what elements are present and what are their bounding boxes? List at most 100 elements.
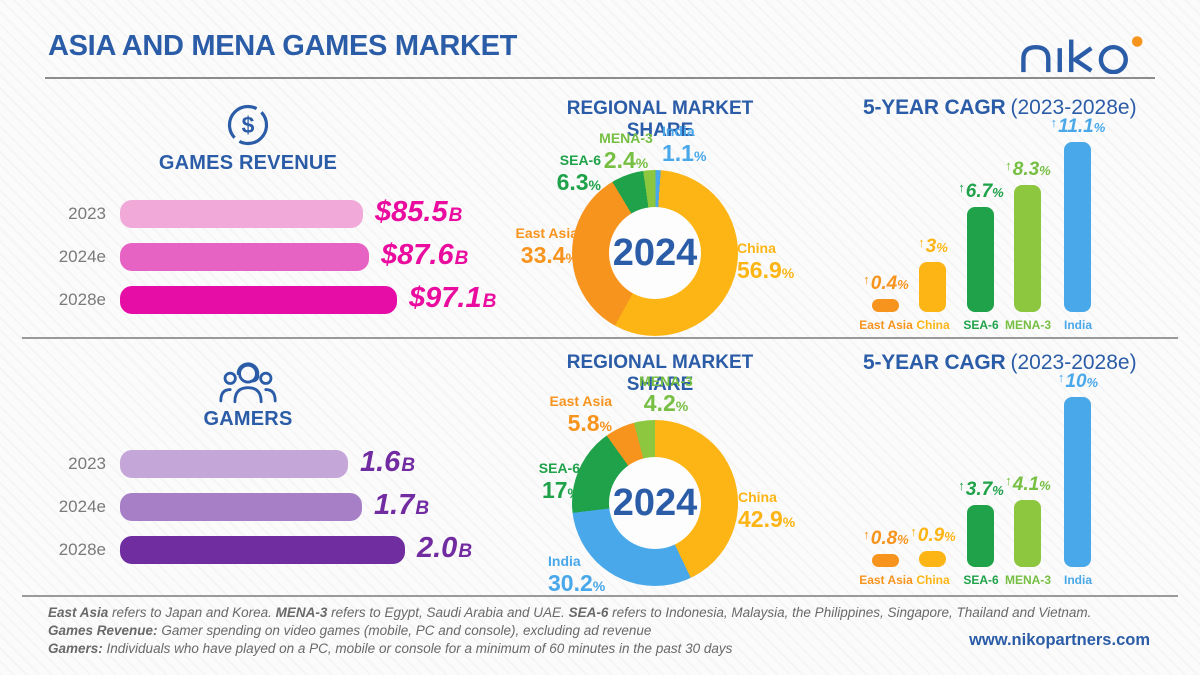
up-arrow-icon: ↑: [1057, 370, 1065, 385]
slice-name: China: [738, 489, 777, 505]
year-label: 2023: [68, 204, 106, 223]
footnote-text: Gamer spending on video games (mobile, P…: [157, 623, 652, 638]
revenue-bar-2023: [120, 200, 363, 228]
slice-name: China: [737, 240, 776, 256]
cagr-bar-india: [1064, 397, 1091, 567]
footnote-term: East Asia: [48, 605, 109, 620]
percent-sign: %: [1093, 120, 1106, 135]
gamers-bar-2024e: [120, 493, 362, 521]
percent-sign: %: [588, 176, 601, 193]
value-number: 1.7: [374, 489, 415, 521]
percent-sign: %: [781, 264, 795, 281]
percent-sign: %: [944, 529, 956, 544]
revenue-value-2023: $85.5B: [375, 198, 462, 230]
cagr-bar-sea6: [967, 505, 994, 567]
cagr-axis-mena3: MENA-3: [1004, 318, 1052, 332]
percent-sign: %: [675, 397, 689, 414]
up-arrow-icon: ↑: [918, 235, 925, 250]
revenue-bar-2024e: [120, 243, 369, 271]
slice-value: 6.3: [556, 168, 589, 195]
year-label: 2028e: [58, 540, 106, 559]
share1-label-india: India 1.1%: [662, 124, 710, 165]
gamers-row-2023: 2023 1.6B: [28, 448, 415, 480]
up-arrow-icon: ↑: [1005, 473, 1012, 488]
percent-sign: %: [782, 513, 796, 530]
share2-label-east-asia: East Asia 5.8%: [548, 394, 612, 435]
revenue-share-donut: [572, 170, 738, 336]
slice-value: 42.9: [738, 505, 783, 532]
value-number: 6.7: [965, 181, 993, 202]
up-arrow-icon: ↑: [1050, 115, 1058, 130]
slice-name: SEA-6: [538, 460, 580, 476]
website-link[interactable]: www.nikopartners.com: [969, 631, 1150, 649]
footnote-term: SEA-6: [568, 605, 609, 620]
cagr-bar-mena3: [1014, 185, 1041, 312]
cagr-title-main: 5-YEAR CAGR: [863, 96, 1006, 119]
up-arrow-icon: ↑: [910, 524, 917, 539]
cagr-bar-east-asia: [872, 299, 899, 312]
cagr-title-main: 5-YEAR CAGR: [863, 351, 1006, 374]
year-label: 2024e: [58, 247, 106, 266]
cagr-axis-east-asia: East Asia: [859, 573, 913, 587]
percent-sign: %: [1039, 163, 1051, 178]
slice-name: East Asia: [549, 393, 612, 409]
billion-suffix: B: [401, 455, 416, 476]
value-number: 3: [925, 236, 937, 257]
percent-sign: %: [635, 154, 649, 171]
footer-divider: [22, 595, 1178, 597]
page-title: ASIA AND MENA GAMES MARKET: [48, 30, 518, 62]
slice-value: 33.4: [520, 241, 566, 268]
footnote-text: refers to Egypt, Saudi Arabia and UAE.: [327, 605, 569, 620]
revenue-value-2024e: $87.6B: [381, 241, 468, 273]
cagr-value-china: ↑0.9%: [910, 524, 955, 547]
cagr-value-india: ↑10%: [1058, 370, 1098, 393]
footnote-term: Games Revenue:: [48, 623, 158, 638]
share1-label-sea6: SEA-6 6.3%: [533, 153, 601, 194]
slice-value: 56.9: [737, 256, 782, 283]
footnote-gamers: Gamers: Individuals who have played on a…: [48, 641, 732, 656]
cagr-bar-china: [919, 262, 946, 312]
value-number: 0.9: [917, 525, 945, 546]
cagr-value-east-asia: ↑0.8%: [863, 527, 908, 550]
section-divider: [22, 337, 1178, 339]
gamers-value-2023: 1.6B: [360, 448, 415, 480]
percent-sign: %: [592, 577, 606, 594]
percent-sign: %: [1039, 478, 1051, 493]
revenue-value-2028e: $97.1B: [409, 284, 496, 316]
up-arrow-icon: ↑: [1005, 158, 1012, 173]
share2-label-china: China 42.9%: [738, 490, 818, 531]
cagr-bar-east-asia: [872, 554, 899, 567]
percent-sign: %: [897, 277, 909, 292]
cagr2-plot: ↑0.8% ↑0.9% ↑3.7% ↑4.1% ↑10%: [860, 345, 1195, 567]
revenue-cagr-chart: 5-YEAR CAGR (2023-2028e) ↑0.4% ↑3% ↑6.7% …: [859, 90, 1195, 340]
donut-center-year: 2024: [612, 481, 698, 524]
gamers-value-2028e: 2.0B: [417, 534, 472, 566]
slice-value: 5.8: [567, 409, 600, 436]
billion-suffix: B: [448, 205, 463, 226]
value-number: 4.1: [1012, 474, 1040, 495]
cagr-bar-sea6: [967, 207, 994, 312]
dollar-icon: $: [226, 103, 270, 152]
share2-title: REGIONAL MARKET SHARE: [566, 352, 754, 395]
slice-name: East Asia: [515, 225, 578, 241]
slice-value: 17: [541, 476, 568, 503]
value-number: $85.5: [375, 196, 448, 228]
cagr-title-range: (2023-2028e): [1010, 351, 1137, 374]
value-number: 1.6: [360, 446, 401, 478]
cagr-title-range: (2023-2028e): [1010, 96, 1137, 119]
slice-value: 4.2: [643, 389, 676, 416]
value-number: 8.3: [1012, 159, 1040, 180]
slice-name: India: [548, 553, 581, 569]
cagr-axis-mena3: MENA-3: [1004, 573, 1052, 587]
gamers-value-2024e: 1.7B: [374, 491, 429, 523]
cagr-value-india: ↑11.1%: [1051, 115, 1106, 138]
percent-sign: %: [599, 417, 612, 434]
percent-sign: %: [897, 532, 909, 547]
cagr1-title: 5-YEAR CAGR (2023-2028e): [863, 96, 1137, 120]
footnote-games-revenue: Games Revenue: Gamer spending on video g…: [48, 623, 651, 638]
year-label: 2024e: [58, 497, 106, 516]
cagr-bar-india: [1064, 142, 1091, 312]
donut-center-year: 2024: [612, 231, 698, 274]
billion-suffix: B: [482, 291, 497, 312]
